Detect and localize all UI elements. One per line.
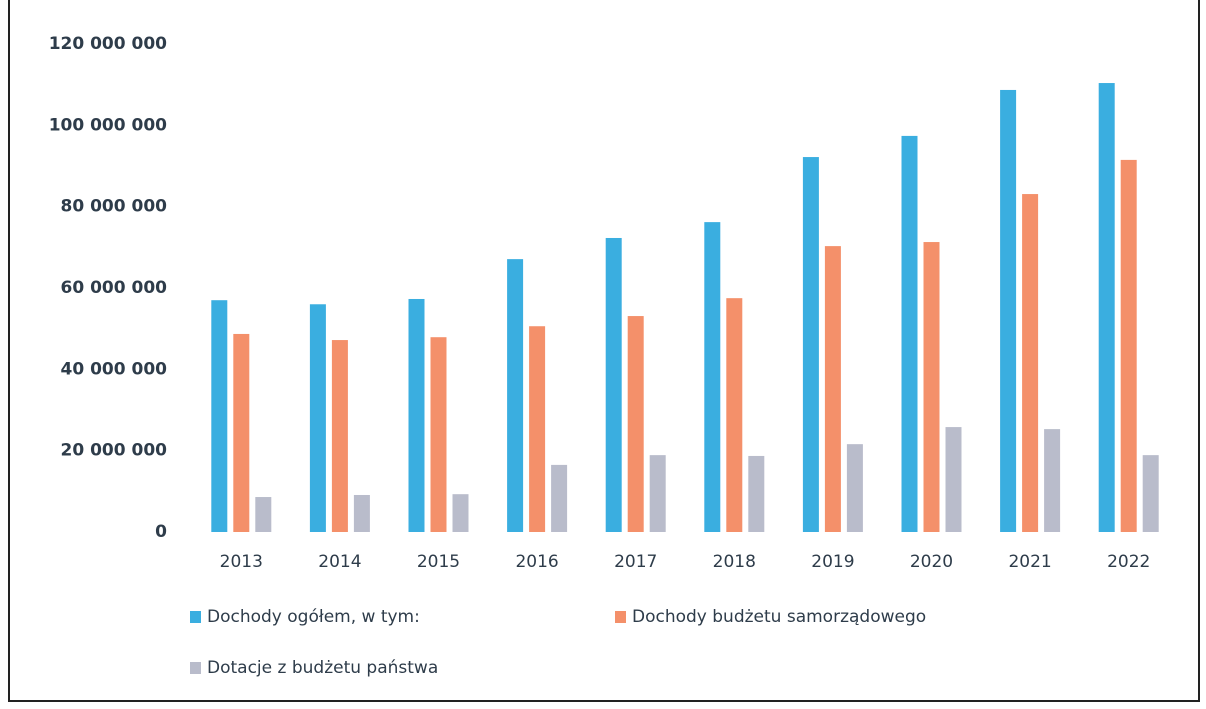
legend-swatch — [615, 611, 626, 623]
bar — [353, 494, 370, 532]
bar — [846, 444, 863, 532]
bar — [1000, 89, 1017, 532]
bar — [945, 427, 962, 532]
x-tick-label: 2017 — [614, 552, 657, 572]
bar — [1022, 194, 1039, 532]
y-tick-label: 100 000 000 — [49, 115, 167, 135]
bar — [923, 242, 940, 532]
bar — [802, 157, 819, 532]
bar — [627, 316, 644, 532]
bar — [309, 304, 326, 532]
bar — [824, 246, 841, 532]
bar — [551, 464, 568, 532]
x-tick-label: 2015 — [417, 552, 460, 572]
bar — [211, 300, 228, 532]
legend-swatch — [190, 662, 201, 674]
x-tick-label: 2016 — [515, 552, 558, 572]
bar — [726, 298, 743, 532]
bar — [1120, 159, 1137, 532]
x-tick-label: 2018 — [713, 552, 756, 572]
x-tick-label: 2022 — [1107, 552, 1150, 572]
x-tick-label: 2014 — [318, 552, 361, 572]
bar — [507, 259, 524, 532]
bar — [233, 333, 250, 532]
bar — [529, 326, 546, 532]
bar — [748, 455, 765, 532]
bar — [255, 497, 272, 532]
legend-swatch — [190, 611, 201, 623]
y-tick-label: 80 000 000 — [61, 197, 168, 217]
bar — [704, 222, 721, 532]
bar — [408, 298, 425, 532]
frame — [8, 0, 1200, 702]
x-tick-label: 2020 — [910, 552, 953, 572]
bar — [605, 237, 622, 533]
y-tick-label: 60 000 000 — [61, 278, 168, 298]
bar — [649, 455, 666, 532]
bar — [452, 494, 469, 532]
y-tick-label: 40 000 000 — [61, 359, 168, 379]
legend-label: Dochody ogółem, w tym: — [207, 607, 420, 627]
bar — [430, 337, 447, 532]
x-tick-label: 2013 — [220, 552, 263, 572]
y-tick-label: 20 000 000 — [61, 441, 168, 461]
legend-label: Dotacje z budżetu państwa — [207, 658, 438, 678]
bar — [331, 340, 348, 532]
bar — [1142, 455, 1159, 532]
x-tick-label: 2019 — [811, 552, 854, 572]
bar — [1044, 429, 1061, 532]
y-tick-label: 0 — [155, 522, 167, 542]
bar — [901, 135, 918, 532]
y-tick-label: 120 000 000 — [49, 34, 167, 54]
bar — [1098, 83, 1115, 532]
legend-label: Dochody budżetu samorządowego — [632, 607, 926, 627]
x-tick-label: 2021 — [1008, 552, 1051, 572]
